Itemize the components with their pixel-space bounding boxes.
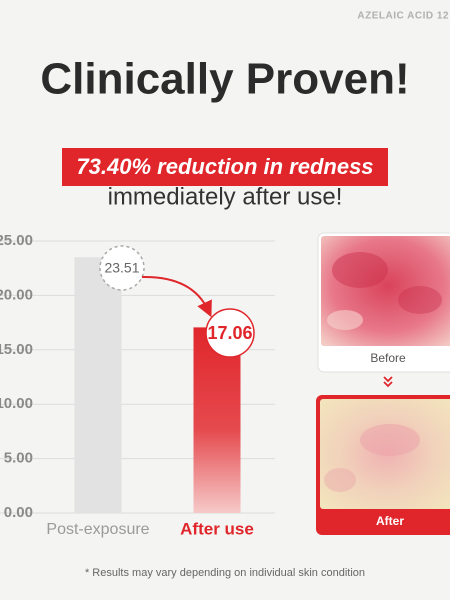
before-panel: Before <box>317 232 450 373</box>
value-label-circle <box>99 245 145 291</box>
subheadline: immediately after use! <box>108 183 343 210</box>
brand-tag: AZELAIC ACID 12 <box>357 11 449 22</box>
after-label: After <box>376 514 404 528</box>
y-tick-label: 5.00 <box>4 450 33 467</box>
highlight-box <box>62 148 388 186</box>
chart: 0.00 5.00 10.00 15.00 20.00 25.00 Post-exposur… <box>0 232 275 538</box>
value-label: 17.06 <box>207 323 252 343</box>
chevron-down <box>383 376 393 388</box>
headline: Clinically Proven! <box>40 55 409 104</box>
redness-spot <box>332 252 388 288</box>
x-tick-label: After use <box>180 519 254 538</box>
value-label: 23.51 <box>104 260 139 276</box>
highlight-text: 73.40% reduction in redness <box>76 154 373 179</box>
redness-spot <box>324 468 356 492</box>
y-tick-label: 15.00 <box>0 341 33 358</box>
y-tick-label: 0.00 <box>4 504 33 521</box>
y-tick-label: 25.00 <box>0 232 33 249</box>
skin-spot <box>327 310 363 330</box>
trend-arrow <box>141 275 212 318</box>
bar <box>193 327 241 513</box>
y-tick-label: 10.00 <box>0 395 33 412</box>
x-tick-label: Post-exposure <box>46 521 149 538</box>
redness-spot <box>360 424 420 456</box>
before-label: Before <box>370 351 406 365</box>
value-label-circle <box>205 308 255 358</box>
after-panel: After <box>316 395 450 535</box>
redness-spot <box>398 286 442 314</box>
y-tick-label: 20.00 <box>0 286 33 303</box>
bar <box>74 257 122 513</box>
footnote: * Results may vary depending on individu… <box>85 567 365 579</box>
